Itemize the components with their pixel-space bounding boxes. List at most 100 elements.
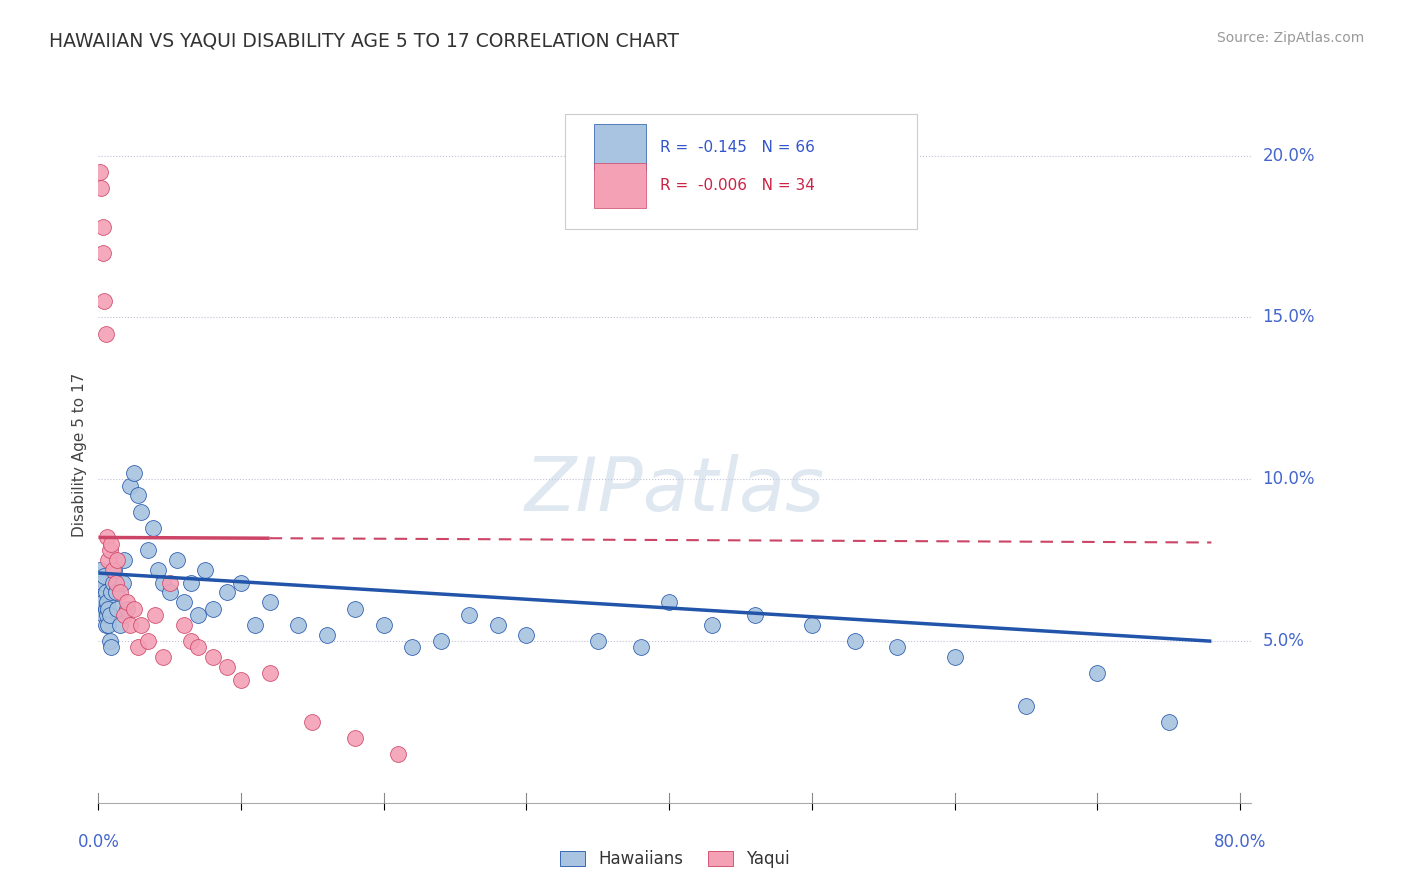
Point — [152, 650, 174, 665]
Text: HAWAIIAN VS YAQUI DISABILITY AGE 5 TO 17 CORRELATION CHART: HAWAIIAN VS YAQUI DISABILITY AGE 5 TO 17… — [49, 31, 679, 50]
Point — [259, 595, 281, 609]
Text: 15.0%: 15.0% — [1263, 309, 1315, 326]
Point — [115, 601, 138, 615]
Point — [98, 543, 121, 558]
Point — [430, 634, 453, 648]
Point — [630, 640, 652, 655]
Point — [129, 617, 152, 632]
Point — [103, 563, 125, 577]
Point — [173, 617, 195, 632]
Point — [108, 585, 131, 599]
Point — [100, 585, 122, 599]
Point — [90, 585, 112, 599]
Point — [115, 595, 138, 609]
Point — [112, 553, 135, 567]
Point — [101, 563, 124, 577]
Point — [89, 165, 111, 179]
Point — [98, 608, 121, 623]
Text: ZIPatlas: ZIPatlas — [524, 454, 825, 525]
Point — [245, 617, 267, 632]
Text: 5.0%: 5.0% — [1263, 632, 1305, 650]
Point — [142, 521, 165, 535]
Point — [180, 575, 202, 590]
Text: 20.0%: 20.0% — [1263, 146, 1315, 165]
Point — [201, 601, 224, 615]
Point — [127, 640, 149, 655]
FancyBboxPatch shape — [565, 114, 917, 229]
Point — [152, 575, 174, 590]
Point — [94, 617, 117, 632]
Point — [943, 650, 966, 665]
Point — [148, 563, 170, 577]
Point — [111, 575, 134, 590]
FancyBboxPatch shape — [595, 125, 647, 169]
Point — [97, 553, 120, 567]
Point — [187, 608, 209, 623]
Point — [215, 585, 238, 599]
Point — [138, 634, 160, 648]
Point — [458, 608, 481, 623]
Point — [94, 601, 117, 615]
Point — [159, 575, 181, 590]
Point — [112, 608, 135, 623]
Point — [1015, 698, 1038, 713]
Point — [97, 617, 120, 632]
Point — [101, 575, 124, 590]
Point — [1157, 714, 1180, 729]
Point — [94, 585, 117, 599]
Text: R =  -0.145   N = 66: R = -0.145 N = 66 — [659, 139, 814, 154]
Point — [91, 245, 114, 260]
Point — [93, 569, 115, 583]
Point — [93, 608, 115, 623]
Text: 0.0%: 0.0% — [77, 833, 120, 851]
Point — [118, 478, 141, 492]
Y-axis label: Disability Age 5 to 17: Disability Age 5 to 17 — [72, 373, 87, 537]
Point — [104, 575, 127, 590]
Point — [700, 617, 723, 632]
Point — [90, 591, 112, 606]
Point — [127, 488, 149, 502]
Point — [187, 640, 209, 655]
Point — [387, 747, 409, 762]
Point — [401, 640, 423, 655]
Text: R =  -0.006   N = 34: R = -0.006 N = 34 — [659, 178, 814, 193]
Point — [138, 543, 160, 558]
Point — [96, 595, 118, 609]
Point — [229, 575, 252, 590]
Point — [201, 650, 224, 665]
Point — [89, 563, 111, 577]
Point — [886, 640, 908, 655]
Text: 80.0%: 80.0% — [1213, 833, 1267, 851]
Point — [159, 585, 181, 599]
Text: 10.0%: 10.0% — [1263, 470, 1315, 488]
FancyBboxPatch shape — [595, 162, 647, 208]
Point — [104, 585, 127, 599]
Point — [229, 673, 252, 687]
Point — [93, 294, 115, 309]
Point — [301, 714, 323, 729]
Point — [373, 617, 395, 632]
Point — [287, 617, 309, 632]
Point — [180, 634, 202, 648]
Point — [259, 666, 281, 681]
Point — [108, 617, 131, 632]
Point — [96, 531, 118, 545]
Point — [215, 660, 238, 674]
Point — [173, 595, 195, 609]
Point — [98, 634, 121, 648]
Point — [94, 326, 117, 341]
Point — [315, 627, 337, 641]
Point — [1085, 666, 1108, 681]
Point — [129, 504, 152, 518]
Point — [844, 634, 866, 648]
Point — [744, 608, 766, 623]
Point — [166, 553, 188, 567]
Point — [515, 627, 537, 641]
Point — [105, 601, 128, 615]
Point — [97, 601, 120, 615]
Point — [586, 634, 609, 648]
Point — [91, 595, 114, 609]
Point — [145, 608, 167, 623]
Legend: Hawaiians, Yaqui: Hawaiians, Yaqui — [553, 843, 797, 874]
Point — [122, 466, 145, 480]
